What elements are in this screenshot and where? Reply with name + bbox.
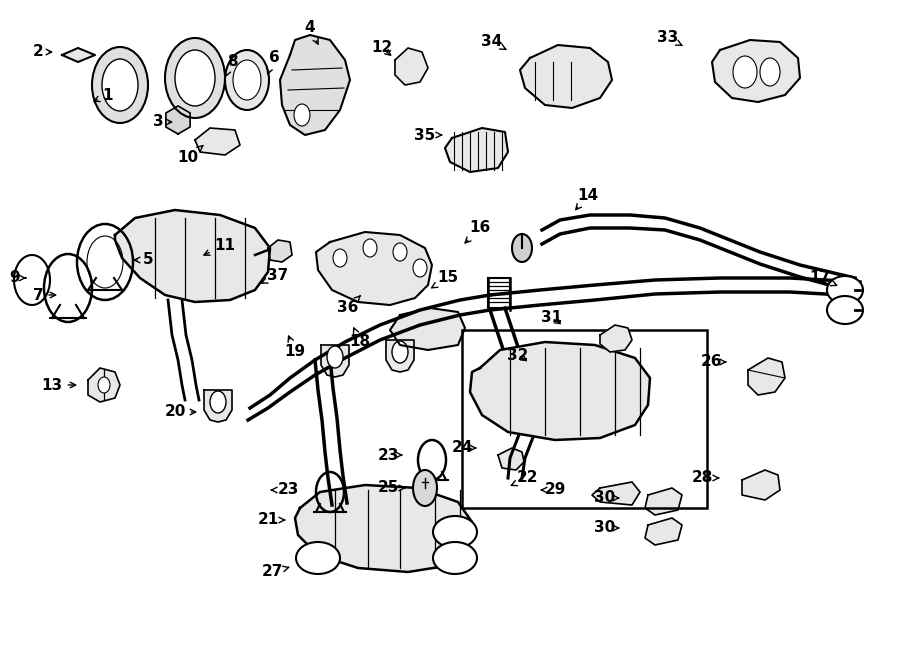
Text: 17: 17 <box>809 270 837 286</box>
Text: 2: 2 <box>32 44 51 59</box>
Text: 29: 29 <box>541 483 566 498</box>
Polygon shape <box>742 470 780 500</box>
Bar <box>462 330 707 508</box>
Text: 4: 4 <box>305 20 318 44</box>
Polygon shape <box>645 518 682 545</box>
Ellipse shape <box>827 276 863 304</box>
Ellipse shape <box>392 341 408 363</box>
Ellipse shape <box>512 234 532 262</box>
Text: 21: 21 <box>257 512 284 527</box>
Polygon shape <box>115 210 270 302</box>
Text: 8: 8 <box>226 54 238 76</box>
Polygon shape <box>445 128 508 172</box>
Polygon shape <box>390 308 465 350</box>
Ellipse shape <box>98 377 110 393</box>
Ellipse shape <box>165 38 225 118</box>
Ellipse shape <box>175 50 215 106</box>
Text: 15: 15 <box>432 270 459 288</box>
Ellipse shape <box>760 58 780 86</box>
Ellipse shape <box>393 243 407 261</box>
Text: 28: 28 <box>691 471 719 485</box>
Text: 37: 37 <box>262 268 289 283</box>
Polygon shape <box>321 345 349 377</box>
Ellipse shape <box>327 346 343 368</box>
Text: 32: 32 <box>508 348 528 362</box>
Text: 23: 23 <box>377 447 401 463</box>
Polygon shape <box>600 325 632 352</box>
Polygon shape <box>316 232 432 305</box>
Polygon shape <box>295 485 472 572</box>
Polygon shape <box>268 240 292 262</box>
Ellipse shape <box>433 542 477 574</box>
Text: 33: 33 <box>657 30 682 46</box>
Ellipse shape <box>413 259 427 277</box>
Text: 30: 30 <box>594 490 619 506</box>
Text: 13: 13 <box>41 377 76 393</box>
Text: 27: 27 <box>261 564 289 580</box>
Ellipse shape <box>413 470 437 506</box>
Text: 23: 23 <box>271 483 299 498</box>
Text: 35: 35 <box>414 128 442 143</box>
Text: 19: 19 <box>284 336 306 360</box>
Polygon shape <box>712 40 800 102</box>
Polygon shape <box>386 340 414 372</box>
Polygon shape <box>592 482 640 505</box>
Polygon shape <box>204 390 232 422</box>
Polygon shape <box>470 342 650 440</box>
Ellipse shape <box>233 60 261 100</box>
Text: 20: 20 <box>165 405 195 420</box>
Text: 26: 26 <box>701 354 726 369</box>
Text: 9: 9 <box>10 270 26 286</box>
Ellipse shape <box>92 47 148 123</box>
Polygon shape <box>645 488 682 515</box>
Text: 5: 5 <box>134 253 153 268</box>
Text: 16: 16 <box>465 221 491 243</box>
Text: 25: 25 <box>377 481 405 496</box>
Text: 3: 3 <box>153 114 172 130</box>
Text: 10: 10 <box>177 145 202 165</box>
Text: 30: 30 <box>594 520 619 535</box>
Polygon shape <box>88 368 120 402</box>
Text: 36: 36 <box>338 295 360 315</box>
Ellipse shape <box>102 59 138 111</box>
Ellipse shape <box>363 239 377 257</box>
Text: 14: 14 <box>576 188 598 210</box>
Polygon shape <box>748 358 785 395</box>
Text: 34: 34 <box>482 34 506 50</box>
Ellipse shape <box>296 542 340 574</box>
Ellipse shape <box>333 249 347 267</box>
Polygon shape <box>280 35 350 135</box>
Text: 12: 12 <box>372 40 392 56</box>
Text: 24: 24 <box>451 440 476 455</box>
Polygon shape <box>520 45 612 108</box>
Polygon shape <box>166 106 190 134</box>
Ellipse shape <box>733 56 757 88</box>
Ellipse shape <box>294 104 310 126</box>
Text: 22: 22 <box>511 471 539 486</box>
Text: 1: 1 <box>94 87 113 102</box>
Text: 7: 7 <box>32 288 56 303</box>
Ellipse shape <box>210 391 226 413</box>
Polygon shape <box>62 48 95 62</box>
Ellipse shape <box>225 50 269 110</box>
Polygon shape <box>195 128 240 155</box>
Ellipse shape <box>827 296 863 324</box>
Polygon shape <box>395 48 428 85</box>
Text: 6: 6 <box>267 50 279 74</box>
Text: 18: 18 <box>349 328 371 350</box>
Polygon shape <box>498 448 524 470</box>
Ellipse shape <box>433 516 477 548</box>
Text: 11: 11 <box>204 237 236 255</box>
Text: 31: 31 <box>542 311 562 325</box>
